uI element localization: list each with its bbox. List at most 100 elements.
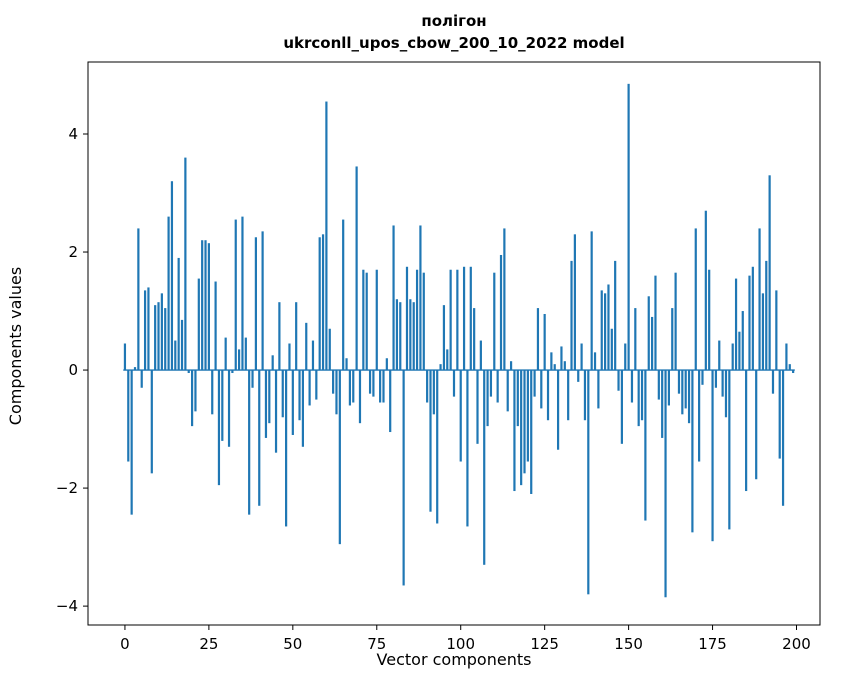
bar: [348, 370, 352, 406]
bar: [701, 370, 704, 385]
bar: [429, 370, 432, 512]
bar: [167, 216, 170, 371]
y-tick-label: 0: [68, 361, 78, 379]
bar: [177, 257, 180, 371]
bar: [664, 370, 667, 598]
bar: [227, 370, 231, 447]
bar: [734, 278, 738, 371]
bar: [234, 219, 237, 371]
bar: [785, 343, 788, 371]
bar: [698, 370, 701, 462]
bar: [745, 370, 748, 492]
bar: [577, 370, 580, 382]
bar: [671, 308, 674, 371]
bar: [436, 370, 439, 524]
bar: [771, 370, 775, 394]
bar: [513, 370, 516, 492]
bar: [456, 269, 459, 371]
bar: [379, 370, 382, 403]
y-tick-label: −2: [56, 479, 78, 497]
bar: [305, 322, 308, 371]
bar: [362, 269, 365, 371]
bar: [788, 364, 791, 371]
bar: [130, 370, 133, 515]
bar: [281, 370, 284, 418]
bar: [493, 272, 496, 371]
bar: [375, 269, 378, 371]
bar: [248, 370, 251, 515]
bar: [479, 340, 482, 371]
bar: [170, 181, 174, 371]
x-tick-label: 50: [283, 635, 302, 653]
bar: [600, 290, 603, 371]
bar: [278, 302, 281, 371]
bar: [768, 175, 771, 371]
bar: [755, 370, 758, 480]
bar: [741, 311, 744, 371]
bar: [486, 370, 489, 427]
bar: [355, 166, 358, 371]
bar: [358, 370, 362, 424]
bar: [704, 210, 707, 371]
bar: [127, 370, 130, 462]
bar: [217, 370, 221, 486]
bar: [147, 287, 150, 371]
bar: [731, 343, 734, 371]
bar: [651, 316, 654, 371]
bar: [721, 370, 724, 397]
bar: [271, 355, 274, 371]
bar: [640, 370, 644, 421]
bar: [231, 370, 234, 374]
bar: [325, 101, 328, 371]
bar: [184, 157, 187, 371]
bar: [318, 237, 321, 371]
bar: [342, 219, 345, 371]
bar: [691, 370, 694, 533]
bar: [620, 370, 623, 444]
bar: [365, 272, 368, 371]
bar: [556, 370, 560, 450]
bar: [677, 370, 681, 394]
bar: [570, 260, 573, 371]
bar: [526, 370, 529, 462]
bar: [738, 331, 741, 371]
bar: [580, 343, 583, 371]
bar: [201, 240, 204, 371]
bar: [553, 364, 556, 371]
bar: [197, 278, 200, 371]
bar: [546, 370, 550, 421]
bar: [187, 370, 190, 374]
bar: [449, 269, 452, 371]
bar: [509, 361, 513, 371]
bar: [637, 370, 640, 427]
y-axis-label: Components values: [6, 266, 25, 426]
bar: [536, 308, 540, 371]
bar: [415, 269, 419, 371]
plot-frame: [87, 61, 821, 626]
bar: [345, 358, 348, 371]
bar: [567, 370, 570, 421]
bar: [718, 340, 721, 371]
bar: [368, 370, 372, 394]
bar: [607, 284, 610, 371]
bar: [288, 343, 291, 371]
bar: [123, 343, 127, 371]
x-tick-label: 150: [614, 635, 643, 653]
bar: [274, 370, 278, 453]
bar: [748, 275, 751, 371]
bar: [164, 308, 167, 371]
chart-title-block: полігон ukrconll_upos_cbow_200_10_2022 m…: [88, 10, 820, 54]
bar: [661, 370, 664, 438]
bar: [708, 269, 711, 371]
chart-title: полігон: [421, 12, 487, 30]
bar: [190, 370, 194, 427]
bar: [301, 370, 304, 447]
bar: [634, 308, 637, 371]
bar: [402, 370, 405, 586]
bar: [667, 370, 670, 406]
x-tick-label: 175: [698, 635, 727, 653]
bar: [422, 272, 425, 371]
bar: [781, 370, 785, 506]
bar: [630, 370, 634, 403]
